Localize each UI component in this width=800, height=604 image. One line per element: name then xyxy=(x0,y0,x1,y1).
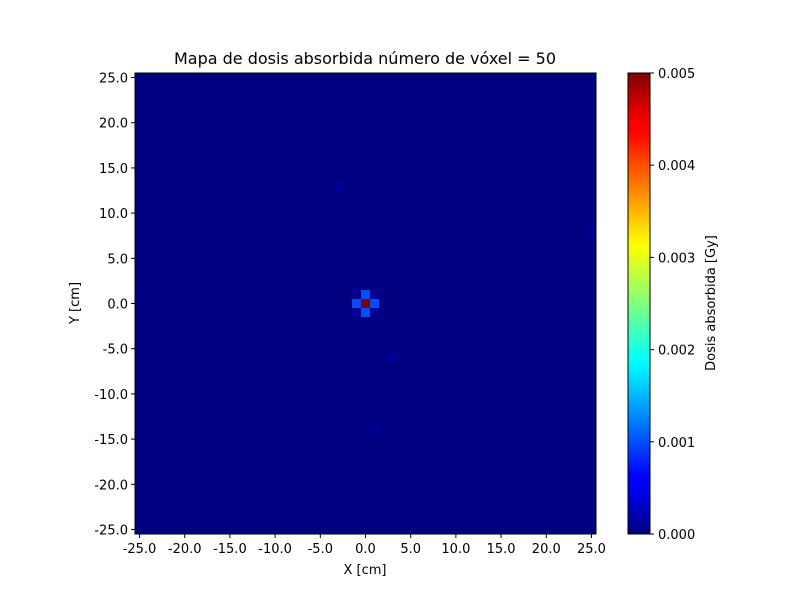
x-tick-label: -10.0 xyxy=(258,542,292,557)
y-tick-label: 10.0 xyxy=(99,207,128,222)
y-tick-label: 25.0 xyxy=(99,72,128,87)
colorbar-tick-label: 0.005 xyxy=(658,67,695,82)
y-tick-label: 5.0 xyxy=(107,252,128,267)
heatmap-cell xyxy=(351,308,361,318)
x-tick-label: 10.0 xyxy=(441,542,470,557)
heatmap-cell xyxy=(370,308,380,318)
y-tick-label: -10.0 xyxy=(94,388,128,403)
colorbar-tick-label: 0.003 xyxy=(658,251,695,266)
y-tick-label: 15.0 xyxy=(99,162,128,177)
x-tick-label: -20.0 xyxy=(168,542,202,557)
x-tick-label: -15.0 xyxy=(213,542,247,557)
colorbar-tick-label: 0.004 xyxy=(658,159,695,174)
x-tick-label: 0.0 xyxy=(355,542,376,557)
chart-title: Mapa de dosis absorbida número de vóxel … xyxy=(174,49,556,68)
heatmap-cell xyxy=(360,289,371,299)
x-tick-label: 5.0 xyxy=(400,542,421,557)
x-axis: -25.0 -20.0 -15.0 -10.0 -5.0 0.0 5.0 10.0 15.0 20… xyxy=(123,534,606,557)
y-axis-label: Y [cm] xyxy=(68,282,83,325)
heatmap-cell xyxy=(351,289,361,299)
colorbar-gradient xyxy=(627,72,651,535)
colorbar-tick-label: 0.000 xyxy=(658,528,695,543)
heatmap-cell xyxy=(360,298,371,309)
colorbar-ticks: 0.000 0.001 0.002 0.003 0.004 0.005 xyxy=(650,67,695,543)
x-axis-label: X [cm] xyxy=(344,563,387,578)
colorbar-tick-label: 0.001 xyxy=(658,436,695,451)
y-tick-label: 0.0 xyxy=(107,298,128,313)
x-tick-label: -5.0 xyxy=(308,542,333,557)
heatmap-cell xyxy=(370,298,380,309)
y-tick-label: -5.0 xyxy=(103,343,128,358)
heatmap-cell xyxy=(351,298,361,309)
x-tick-label: 15.0 xyxy=(487,542,516,557)
x-tick-label: 25.0 xyxy=(577,542,606,557)
y-tick-label: 20.0 xyxy=(99,117,128,132)
heatmap-cell xyxy=(388,353,398,363)
x-tick-label: 20.0 xyxy=(532,542,561,557)
heatmap-cell xyxy=(333,181,343,191)
heatmap-cell xyxy=(370,425,380,435)
heatmap-cells xyxy=(333,181,596,435)
heatmap-cell xyxy=(360,308,371,318)
heatmap-cell xyxy=(370,289,380,299)
y-tick-label: -15.0 xyxy=(94,433,128,448)
colorbar: 0.000 0.001 0.002 0.003 0.004 0.005 xyxy=(627,67,695,543)
y-tick-label: -20.0 xyxy=(94,478,128,493)
y-axis: 25.0 20.0 15.0 10.0 5.0 0.0 -5.0 -10.0 -15.0 -20.… xyxy=(94,72,135,538)
x-tick-label: -25.0 xyxy=(123,542,157,557)
y-tick-label: -25.0 xyxy=(94,523,128,538)
colorbar-tick-label: 0.002 xyxy=(658,344,695,359)
heatmap-plot-area xyxy=(134,72,597,535)
colorbar-label: Dosis absorbida [Gy] xyxy=(704,235,719,371)
heatmap-cell xyxy=(586,226,596,236)
